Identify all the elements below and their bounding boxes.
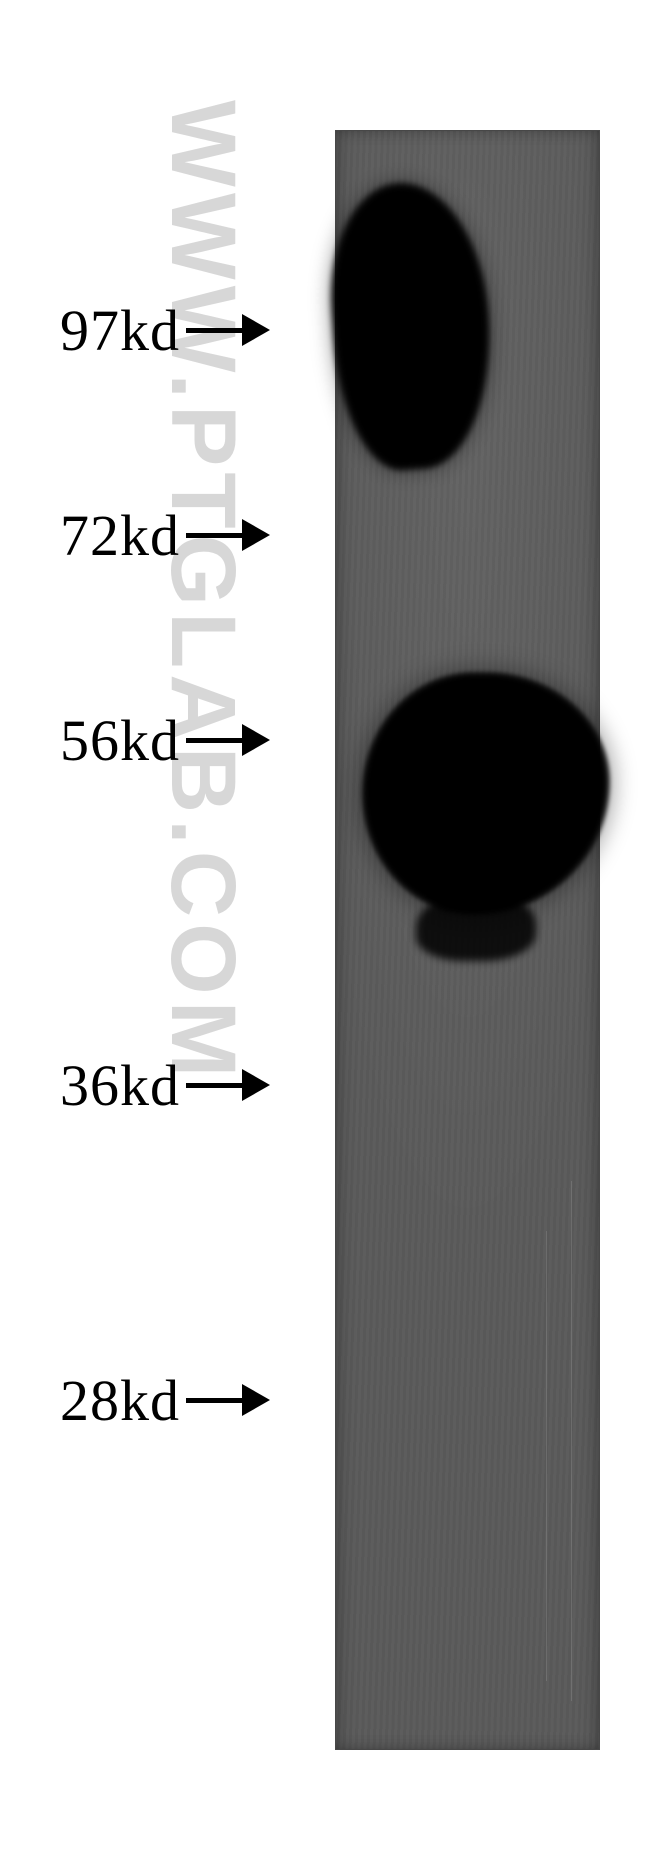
arrow-icon bbox=[186, 1384, 270, 1416]
band-upper bbox=[326, 181, 495, 471]
marker-row: 36kd bbox=[0, 1055, 270, 1115]
arrow-icon bbox=[186, 314, 270, 346]
marker-label-56: 56kd bbox=[60, 707, 180, 774]
arrow-icon bbox=[186, 724, 270, 756]
marker-row: 56kd bbox=[0, 710, 270, 770]
arrow-icon bbox=[186, 519, 270, 551]
watermark-text: WWW.PTGLAB.COM bbox=[150, 100, 255, 1083]
artifact-scratch bbox=[571, 1181, 572, 1701]
blot-lane bbox=[335, 130, 600, 1750]
marker-row: 72kd bbox=[0, 505, 270, 565]
marker-label-36: 36kd bbox=[60, 1052, 180, 1119]
marker-label-28: 28kd bbox=[60, 1367, 180, 1434]
marker-label-97: 97kd bbox=[60, 297, 180, 364]
band-lower-tail bbox=[416, 891, 536, 961]
artifact-scratch bbox=[546, 1231, 547, 1681]
figure-container: WWW.PTGLAB.COM 97kd 72kd 56kd 36kd 28kd bbox=[0, 0, 650, 1855]
band-lower bbox=[366, 676, 606, 911]
marker-label-72: 72kd bbox=[60, 502, 180, 569]
arrow-icon bbox=[186, 1069, 270, 1101]
marker-row: 28kd bbox=[0, 1370, 270, 1430]
marker-row: 97kd bbox=[0, 300, 270, 360]
